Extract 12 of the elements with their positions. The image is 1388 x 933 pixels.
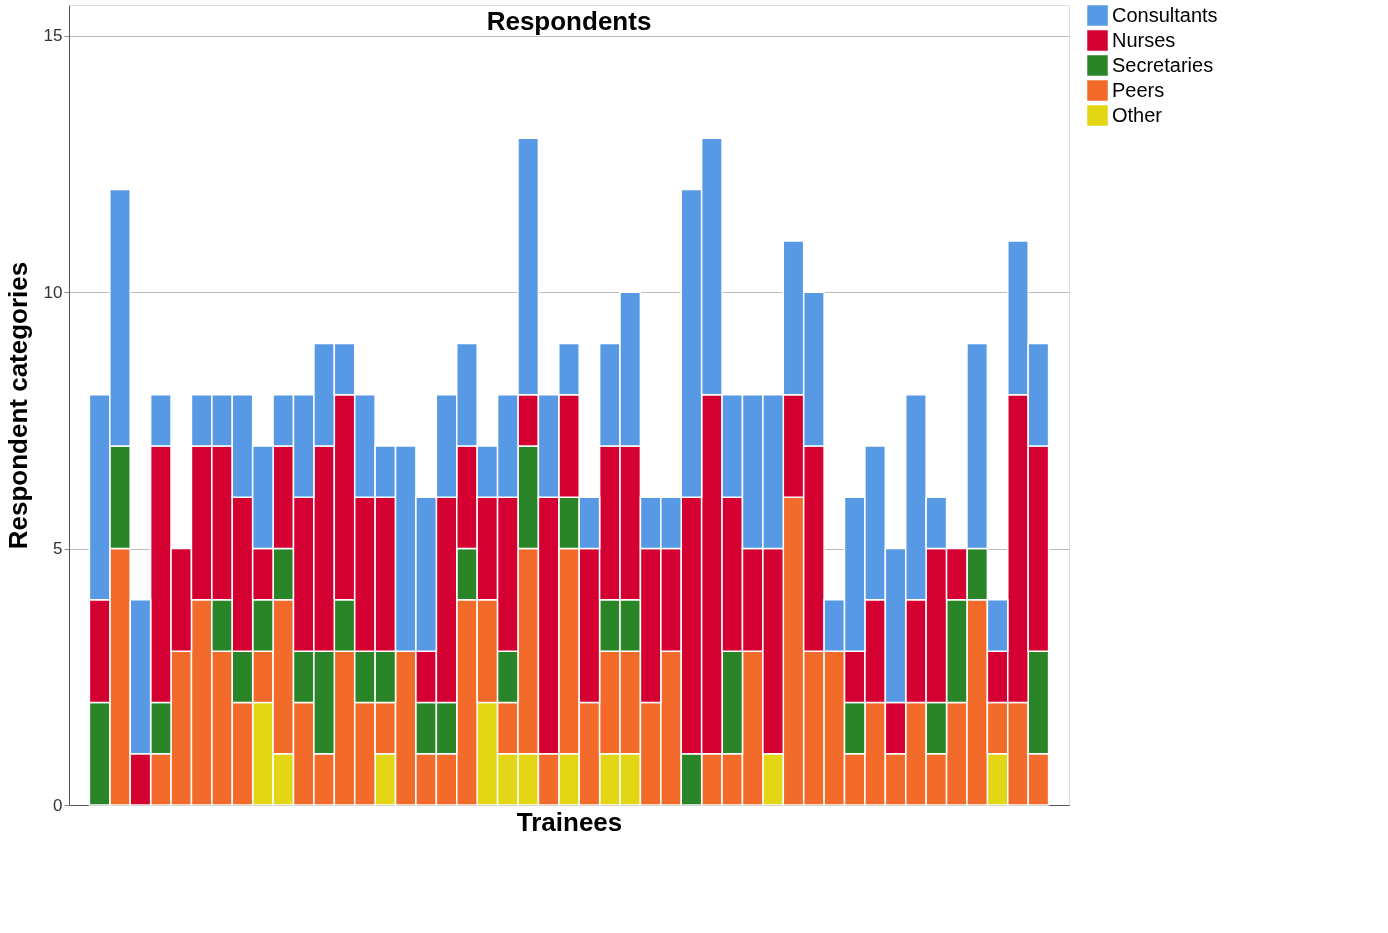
x-axis-title: Trainees xyxy=(516,806,623,837)
legend-label: Nurses xyxy=(1112,28,1176,51)
y-tick-label: 10 xyxy=(43,282,63,302)
y-tick-label: 0 xyxy=(53,795,63,815)
legend-label: Peers xyxy=(1112,78,1165,101)
y-tick-label: 15 xyxy=(43,26,63,46)
y-tick-label: 5 xyxy=(53,539,63,559)
legend-label: Secretaries xyxy=(1112,53,1214,76)
y-axis-title: Respondent categories xyxy=(2,261,33,550)
chart-title: Respondents xyxy=(486,6,652,36)
legend-label: Other xyxy=(1112,103,1163,126)
legend-label: Consultants xyxy=(1112,3,1218,26)
